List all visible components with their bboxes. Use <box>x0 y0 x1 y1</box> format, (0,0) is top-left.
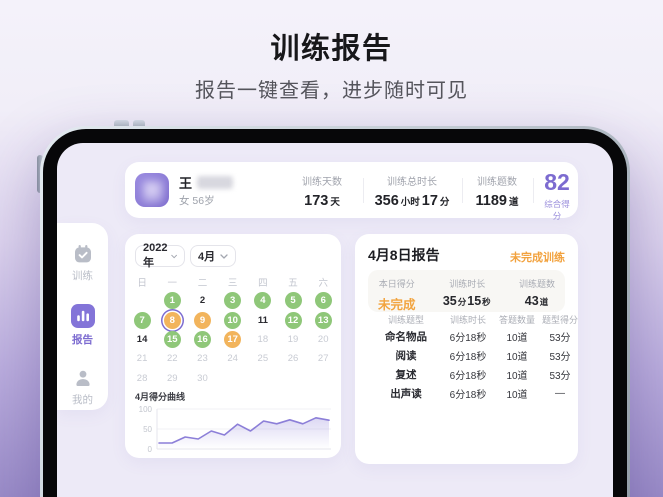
summary-today-score: 本日得分 未完成 <box>378 279 416 312</box>
weekday-header: 日 一 二 三 四 五 六 <box>137 278 328 289</box>
calendar-day[interactable]: 3 <box>218 291 248 310</box>
calendar-day[interactable]: 8 <box>157 310 187 329</box>
calendar-day[interactable]: 21 <box>136 353 148 365</box>
calendar-day[interactable]: 14 <box>136 333 148 345</box>
table-row: 复述 6分18秒 10道 53分 <box>395 369 571 382</box>
page-subtitle: 报告一键查看，进步随时可见 <box>195 80 468 102</box>
calendar-day[interactable]: 20 <box>317 333 329 345</box>
app-screen: 王 女 56岁 训练天数 173 天 训练总时长 356 小时 17 分 <box>57 143 613 497</box>
stat-total-duration: 训练总时长 356 小时 17 分 <box>374 177 450 209</box>
name-redaction-blur <box>197 176 234 189</box>
report-table: 训练题型 训练时长 答题数量 题型得分 命名物品 6分18秒 10道 53分阅读 6分1… <box>368 311 578 403</box>
bar-chart-icon <box>70 304 95 328</box>
table-row: 出声读 6分18秒 10道 — <box>390 388 565 401</box>
tablet-frame: 王 女 56岁 训练天数 173 天 训练总时长 356 小时 17 分 <box>40 126 630 497</box>
calendar-day[interactable]: 22 <box>166 353 178 365</box>
calendar-day[interactable]: 30 <box>197 372 208 384</box>
chart-line <box>158 416 330 444</box>
person-icon <box>75 370 90 386</box>
score-line-chart: 100 50 0 <box>139 405 331 454</box>
calendar-day[interactable]: 4 <box>248 291 278 310</box>
user-demographics: 女 56岁 <box>179 195 215 207</box>
sidebar: 训练 报告 <box>57 223 108 410</box>
divider <box>533 178 534 203</box>
sidebar-item-mine[interactable]: 我的 <box>72 368 93 407</box>
avatar <box>135 173 169 207</box>
calendar-day[interactable]: 28 <box>136 372 148 384</box>
calendar-day[interactable]: 1 <box>157 291 187 310</box>
calendar-day[interactable]: 19 <box>287 333 299 345</box>
sidebar-item-report[interactable]: 报告 <box>70 304 95 347</box>
calendar-days: 1 2 3 4 5 6 7 8 9 10 11 12 13 14 15 16 17 18 19 20 21 22 23 24 2… <box>127 291 339 388</box>
report-summary-box: 本日得分 未完成 训练时长 35分15秒 训练题数 43道 <box>368 270 565 312</box>
year-dropdown[interactable]: 2022年 <box>135 242 185 269</box>
calendar-day[interactable]: 26 <box>287 353 299 365</box>
calendar-day[interactable]: 13 <box>308 310 338 329</box>
calendar-day[interactable]: 16 <box>187 330 217 349</box>
calendar-day[interactable]: 24 <box>227 353 238 365</box>
page-title: 训练报告 <box>270 33 393 65</box>
calendar-card: 2022年 4月 日 一 二 <box>125 234 341 458</box>
calendar-check-icon <box>74 245 91 263</box>
calendar-day[interactable]: 7 <box>127 310 157 329</box>
divider <box>462 178 463 203</box>
sidebar-item-train[interactable]: 训练 <box>72 244 93 283</box>
chevron-down-icon <box>220 253 228 259</box>
calendar-day[interactable]: 6 <box>308 291 338 310</box>
stat-question-count: 训练题数 1189 道 <box>475 177 519 209</box>
divider <box>363 178 364 203</box>
report-table-rows: 命名物品 6分18秒 10道 53分阅读 6分18秒 10道 53分 复述 6分18秒 10道 53… <box>368 327 578 403</box>
month-dropdown[interactable]: 4月 <box>190 245 236 267</box>
calendar-day[interactable]: 18 <box>257 333 269 345</box>
calendar-day[interactable]: 2 <box>199 295 206 307</box>
sidebar-item-label: 我的 <box>72 394 93 406</box>
y-tick: 50 <box>143 425 152 434</box>
chart-title: 4月得分曲线 <box>135 392 186 402</box>
calendar-day[interactable]: 29 <box>166 372 178 384</box>
chart-area-fill <box>159 417 329 449</box>
summary-question-count: 训练题数 43道 <box>518 279 555 308</box>
y-tick: 0 <box>148 445 153 454</box>
calendar-day[interactable]: 10 <box>218 310 248 329</box>
calendar-day[interactable]: 9 <box>187 310 217 329</box>
tablet-bezel: 王 女 56岁 训练天数 173 天 训练总时长 356 小时 17 分 <box>43 129 627 497</box>
tablet-top-button <box>114 120 129 128</box>
user-name: 王 <box>179 173 234 192</box>
calendar-day[interactable]: 23 <box>197 353 208 365</box>
calendar-day[interactable]: 11 <box>257 314 268 326</box>
table-row: 阅读 6分18秒 10道 53分 <box>395 350 571 363</box>
table-row: 命名物品 6分18秒 10道 53分 <box>385 331 571 344</box>
table-header-row: 训练题型 训练时长 答题数量 题型得分 <box>387 314 579 325</box>
tablet-top-button <box>133 120 145 128</box>
y-tick: 100 <box>139 405 153 414</box>
calendar-day[interactable]: 15 <box>157 330 187 349</box>
profile-card: 王 女 56岁 训练天数 173 天 训练总时长 356 小时 17 分 <box>125 162 578 221</box>
report-card: 4月8日报告 未完成训练 本日得分 未完成 训练时长 35分15秒 训练题数 <box>355 234 578 464</box>
sidebar-item-label: 训练 <box>72 270 93 282</box>
stat-training-days: 训练天数 173 天 <box>302 177 342 209</box>
summary-duration: 训练时长 35分15秒 <box>442 279 491 308</box>
sidebar-item-label: 报告 <box>72 334 93 346</box>
calendar-day[interactable]: 17 <box>218 330 248 349</box>
calendar-day[interactable]: 12 <box>278 310 308 329</box>
report-status-badge: 未完成训练 <box>510 252 565 264</box>
calendar-day[interactable]: 25 <box>257 353 269 365</box>
chevron-down-icon <box>171 254 177 258</box>
overall-score: 82 综合得分 <box>544 169 570 222</box>
calendar-day[interactable]: 5 <box>278 291 308 310</box>
report-title: 4月8日报告 <box>368 247 440 263</box>
calendar-day[interactable]: 27 <box>317 353 329 365</box>
